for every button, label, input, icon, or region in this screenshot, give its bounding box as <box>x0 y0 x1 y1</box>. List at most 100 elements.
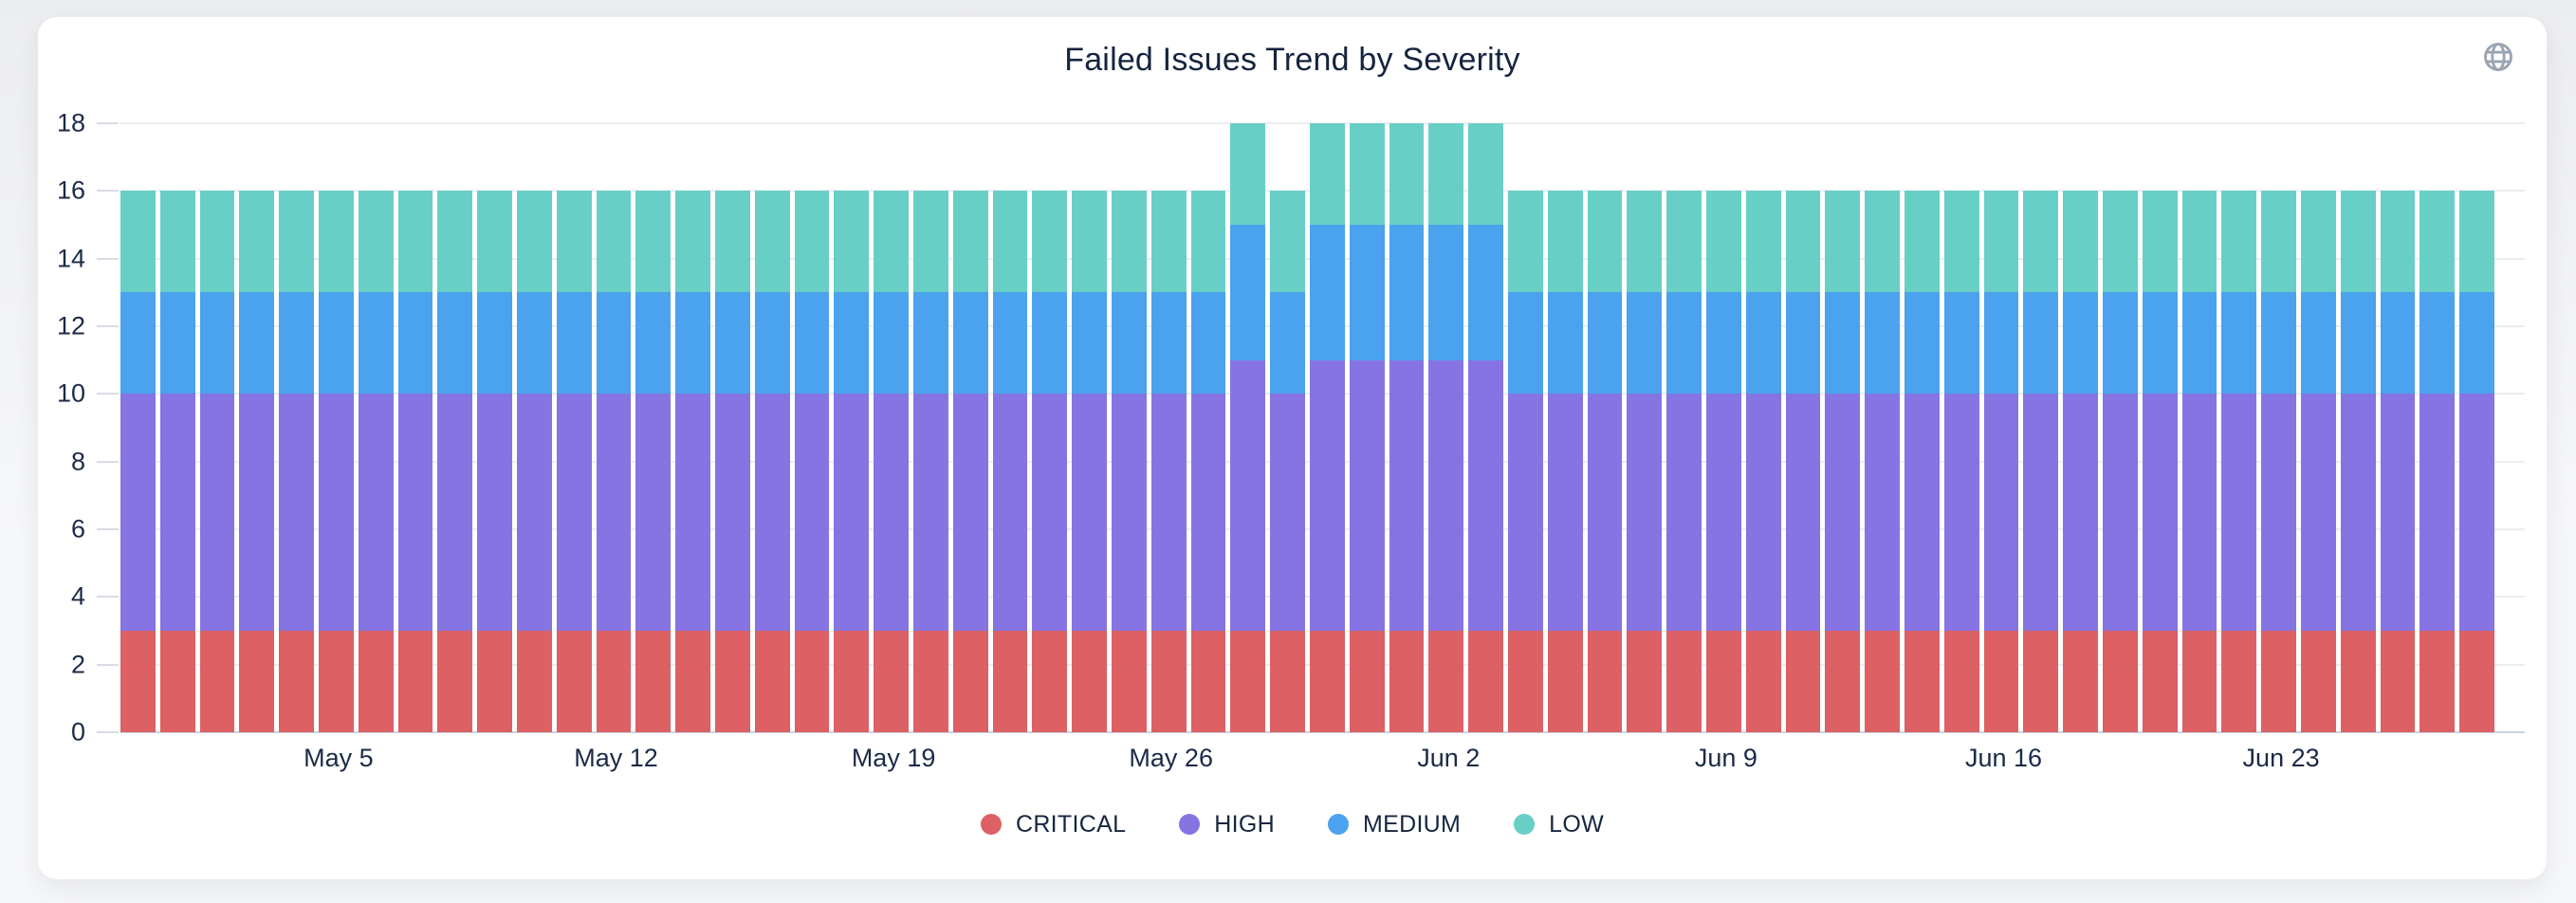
bar-segment-high[interactable] <box>2221 394 2257 631</box>
bar-segment-low[interactable] <box>2420 191 2456 293</box>
bar-may-13[interactable] <box>635 123 672 732</box>
bar-segment-critical[interactable] <box>596 631 632 732</box>
bar-may-27[interactable] <box>1190 123 1226 732</box>
bar-segment-critical[interactable] <box>2380 631 2416 732</box>
bar-segment-medium[interactable] <box>1468 225 1503 360</box>
bar-segment-high[interactable] <box>397 394 433 631</box>
bar-segment-high[interactable] <box>1389 359 1425 631</box>
bar-segment-high[interactable] <box>1190 394 1226 631</box>
bar-segment-high[interactable] <box>2420 394 2456 631</box>
bar-segment-critical[interactable] <box>794 631 830 732</box>
bar-segment-critical[interactable] <box>992 631 1028 732</box>
bar-segment-low[interactable] <box>319 191 354 293</box>
bar-segment-high[interactable] <box>1587 394 1623 631</box>
bar-segment-medium[interactable] <box>1428 225 1464 360</box>
bar-jun-11[interactable] <box>1785 123 1821 732</box>
bar-segment-high[interactable] <box>517 394 552 631</box>
bar-jun-25[interactable] <box>2340 123 2376 732</box>
bar-segment-critical[interactable] <box>1349 631 1385 732</box>
bar-segment-high[interactable] <box>1943 394 1979 631</box>
bar-segment-critical[interactable] <box>1983 631 2019 732</box>
bar-segment-high[interactable] <box>1865 394 1900 631</box>
bar-segment-critical[interactable] <box>517 631 552 732</box>
bar-segment-critical[interactable] <box>2142 631 2178 732</box>
bar-segment-medium[interactable] <box>1904 292 1940 395</box>
bar-segment-high[interactable] <box>2023 394 2059 631</box>
bar-may-22[interactable] <box>992 123 1028 732</box>
bar-segment-high[interactable] <box>1745 394 1781 631</box>
bar-segment-low[interactable] <box>754 191 790 293</box>
bar-segment-medium[interactable] <box>279 292 314 395</box>
bar-segment-critical[interactable] <box>1190 631 1226 732</box>
bar-segment-high[interactable] <box>556 394 592 631</box>
bar-segment-high[interactable] <box>2181 394 2217 631</box>
bar-segment-medium[interactable] <box>1310 225 1345 360</box>
bar-segment-high[interactable] <box>2063 394 2098 631</box>
bar-segment-low[interactable] <box>1428 123 1464 226</box>
legend-item-critical[interactable]: CRITICAL <box>980 811 1126 838</box>
bar-segment-critical[interactable] <box>358 631 394 732</box>
bar-segment-low[interactable] <box>1785 191 1821 293</box>
bar-jun-15[interactable] <box>1943 123 1979 732</box>
bar-segment-medium[interactable] <box>1112 292 1147 395</box>
bar-may-11[interactable] <box>556 123 592 732</box>
bar-may-16[interactable] <box>754 123 790 732</box>
legend-item-low[interactable]: LOW <box>1514 811 1604 838</box>
bar-segment-low[interactable] <box>1587 191 1623 293</box>
bar-jun-4[interactable] <box>1508 123 1543 732</box>
bar-segment-low[interactable] <box>715 191 750 293</box>
bar-segment-low[interactable] <box>1943 191 1979 293</box>
bar-segment-high[interactable] <box>1072 394 1107 631</box>
bar-segment-low[interactable] <box>1230 123 1266 226</box>
bar-segment-critical[interactable] <box>2063 631 2098 732</box>
bar-jun-2[interactable] <box>1428 123 1464 732</box>
bar-segment-low[interactable] <box>1904 191 1940 293</box>
bar-segment-low[interactable] <box>1508 191 1543 293</box>
bar-segment-high[interactable] <box>913 394 948 631</box>
bar-jun-23[interactable] <box>2261 123 2296 732</box>
bar-may-26[interactable] <box>1150 123 1187 732</box>
bar-jun-6[interactable] <box>1587 123 1623 732</box>
bar-segment-critical[interactable] <box>1785 631 1821 732</box>
bar-segment-critical[interactable] <box>754 631 790 732</box>
bar-segment-critical[interactable] <box>279 631 314 732</box>
bar-segment-high[interactable] <box>715 394 750 631</box>
bar-segment-medium[interactable] <box>635 292 672 395</box>
bar-segment-high[interactable] <box>1785 394 1821 631</box>
bar-may-23[interactable] <box>1032 123 1068 732</box>
bar-jun-20[interactable] <box>2142 123 2178 732</box>
bar-segment-medium[interactable] <box>2340 292 2376 395</box>
bar-segment-critical[interactable] <box>1428 631 1464 732</box>
bar-segment-high[interactable] <box>992 394 1028 631</box>
bar-jun-14[interactable] <box>1904 123 1940 732</box>
bar-segment-low[interactable] <box>675 191 710 293</box>
bar-jun-21[interactable] <box>2181 123 2217 732</box>
bar-jun-7[interactable] <box>1627 123 1663 732</box>
bar-segment-critical[interactable] <box>1547 631 1583 732</box>
bar-may-12[interactable] <box>596 123 632 732</box>
bar-segment-low[interactable] <box>358 191 394 293</box>
bar-segment-medium[interactable] <box>1627 292 1663 395</box>
bar-segment-medium[interactable] <box>794 292 830 395</box>
bar-segment-critical[interactable] <box>1468 631 1503 732</box>
bar-segment-critical[interactable] <box>2301 631 2336 732</box>
bar-segment-medium[interactable] <box>120 292 156 395</box>
bar-segment-low[interactable] <box>1666 191 1702 293</box>
globe-icon[interactable] <box>2481 40 2515 74</box>
bar-segment-low[interactable] <box>1032 191 1068 293</box>
bar-segment-medium[interactable] <box>319 292 354 395</box>
bar-segment-low[interactable] <box>874 191 909 293</box>
bar-segment-critical[interactable] <box>1072 631 1107 732</box>
bar-may-7[interactable] <box>397 123 433 732</box>
bar-segment-low[interactable] <box>1983 191 2019 293</box>
bar-segment-critical[interactable] <box>1270 631 1305 732</box>
bar-jun-28[interactable] <box>2459 123 2494 732</box>
bar-jun-8[interactable] <box>1666 123 1702 732</box>
bar-segment-critical[interactable] <box>874 631 909 732</box>
bar-segment-high[interactable] <box>477 394 512 631</box>
bar-segment-high[interactable] <box>2340 394 2376 631</box>
bar-segment-low[interactable] <box>1349 123 1385 226</box>
bar-segment-low[interactable] <box>1150 191 1187 293</box>
bar-segment-medium[interactable] <box>675 292 710 395</box>
bar-segment-medium[interactable] <box>2221 292 2257 395</box>
